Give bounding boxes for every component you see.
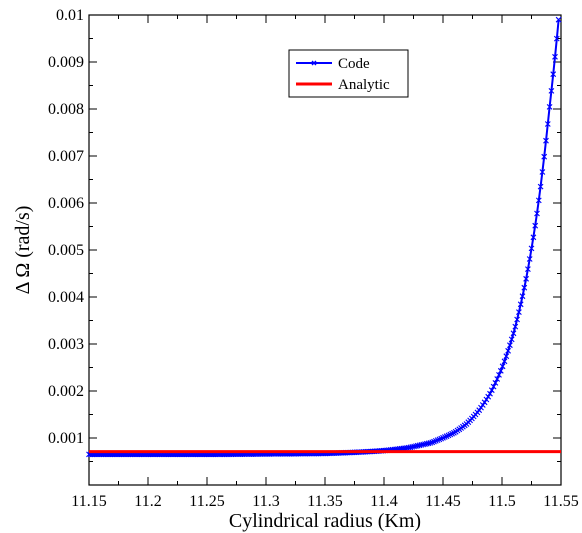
legend-box (288, 49, 409, 98)
x-tick-label: 11.2 (134, 493, 161, 510)
x-tick-label: 11.3 (252, 493, 279, 510)
legend: Code Analytic (288, 49, 409, 98)
y-tick-label: 0.005 (48, 242, 84, 259)
series-layer (86, 16, 562, 458)
y-axis-ticks: 0.001 0.002 0.003 0.004 0.005 0.006 0.007 0.008… (48, 7, 561, 462)
data-point-code (206, 453, 208, 456)
legend-marker-code (311, 60, 317, 66)
x-tick-label: 11.4 (370, 493, 397, 510)
y-tick-label: 0.001 (48, 430, 84, 447)
y-tick-label: 0.003 (48, 336, 84, 353)
data-point-code (454, 431, 456, 434)
data-point-code (406, 447, 409, 449)
x-tick-label: 11.25 (189, 493, 224, 510)
x-axis-title: Cylindrical radius (Km) (229, 510, 421, 532)
data-point-code (88, 453, 90, 456)
x-tick-label: 11.55 (543, 493, 578, 510)
data-point-code (501, 367, 503, 369)
x-tick-label: 11.15 (71, 493, 106, 510)
data-point-code (147, 453, 149, 456)
y-tick-label: 0.008 (48, 101, 84, 118)
x-tick-label: 11.5 (488, 493, 515, 510)
y-tick-label: 0.009 (48, 54, 84, 71)
data-point-code (430, 441, 433, 444)
y-tick-label: 0.006 (48, 195, 84, 212)
data-point-code (513, 331, 515, 334)
data-point-code (489, 392, 492, 395)
y-tick-label: 0.002 (48, 383, 84, 400)
data-point-code (265, 453, 267, 455)
y-tick-label: 0.007 (48, 148, 84, 165)
data-point-code (548, 109, 550, 112)
y-axis-title: Δ Ω (rad/s) (12, 206, 34, 295)
legend-label-code: Code (338, 56, 370, 72)
data-point-code (477, 410, 480, 413)
y-tick-label: 0.01 (56, 7, 84, 24)
x-axis-ticks: 11.15 11.2 11.25 11.3 11.35 11.4 11.45 11.5 11.5… (71, 15, 579, 510)
data-point-code (557, 18, 560, 21)
legend-label-analytic: Analytic (338, 77, 390, 93)
data-point-code (465, 423, 468, 425)
y-tick-label: 0.004 (48, 289, 84, 306)
x-tick-label: 11.35 (307, 493, 342, 510)
x-tick-label: 11.45 (425, 493, 460, 510)
data-point-code (536, 209, 539, 212)
data-point-code (524, 280, 527, 283)
